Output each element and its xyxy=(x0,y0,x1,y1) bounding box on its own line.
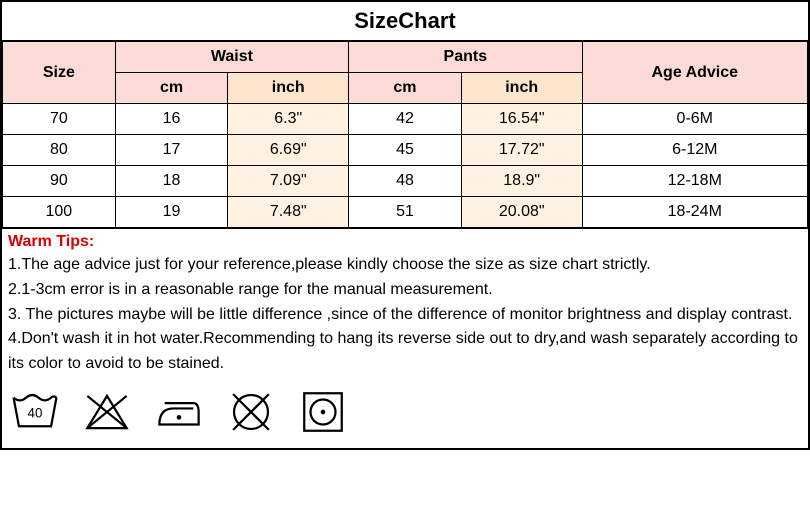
warm-tips-section: Warm Tips: 1.The age advice just for you… xyxy=(2,228,808,383)
svg-text:40: 40 xyxy=(28,405,43,420)
cell-size: 70 xyxy=(3,104,116,135)
cell-waist-cm: 17 xyxy=(115,135,228,166)
tip-line: 3. The pictures maybe will be little dif… xyxy=(8,303,802,328)
wash-40-icon: 40 xyxy=(8,387,62,442)
size-table: Size Waist Pants Age Advice cm inch cm i… xyxy=(2,41,808,228)
do-not-bleach-icon xyxy=(80,387,134,442)
cell-waist-in: 6.3" xyxy=(228,104,349,135)
cell-pants-in: 20.08" xyxy=(461,197,582,228)
header-age: Age Advice xyxy=(582,42,807,104)
header-size: Size xyxy=(3,42,116,104)
cell-age: 12-18M xyxy=(582,166,807,197)
cell-age: 18-24M xyxy=(582,197,807,228)
cell-pants-cm: 51 xyxy=(349,197,462,228)
header-pants: Pants xyxy=(349,42,582,73)
cell-age: 0-6M xyxy=(582,104,807,135)
care-icons-row: 40 xyxy=(2,383,808,448)
chart-title: SizeChart xyxy=(2,2,808,41)
cell-pants-in: 16.54" xyxy=(461,104,582,135)
tumble-dry-low-icon xyxy=(296,387,350,442)
header-row-1: Size Waist Pants Age Advice xyxy=(3,42,808,73)
cell-waist-cm: 19 xyxy=(115,197,228,228)
cell-pants-cm: 42 xyxy=(349,104,462,135)
cell-pants-in: 18.9" xyxy=(461,166,582,197)
header-waist-cm: cm xyxy=(115,73,228,104)
header-waist: Waist xyxy=(115,42,348,73)
cell-waist-in: 7.48" xyxy=(228,197,349,228)
tip-line: 1.The age advice just for your reference… xyxy=(8,253,802,278)
warm-tips-title: Warm Tips: xyxy=(8,233,802,251)
do-not-dryclean-icon xyxy=(224,387,278,442)
cell-size: 100 xyxy=(3,197,116,228)
header-pants-in: inch xyxy=(461,73,582,104)
cell-size: 90 xyxy=(3,166,116,197)
cell-pants-cm: 45 xyxy=(349,135,462,166)
table-row: 70 16 6.3" 42 16.54" 0-6M xyxy=(3,104,808,135)
table-row: 100 19 7.48" 51 20.08" 18-24M xyxy=(3,197,808,228)
header-waist-in: inch xyxy=(228,73,349,104)
cell-age: 6-12M xyxy=(582,135,807,166)
cell-pants-in: 17.72" xyxy=(461,135,582,166)
tip-line: 4.Don't wash it in hot water.Recommendin… xyxy=(8,327,802,377)
sizechart-container: SizeChart Size Waist Pants Age Advice cm… xyxy=(0,0,810,450)
cell-pants-cm: 48 xyxy=(349,166,462,197)
cell-waist-cm: 16 xyxy=(115,104,228,135)
cell-size: 80 xyxy=(3,135,116,166)
cell-waist-in: 7.09" xyxy=(228,166,349,197)
tip-line: 2.1-3cm error is in a reasonable range f… xyxy=(8,278,802,303)
header-pants-cm: cm xyxy=(349,73,462,104)
cell-waist-in: 6.69" xyxy=(228,135,349,166)
table-row: 80 17 6.69" 45 17.72" 6-12M xyxy=(3,135,808,166)
table-body: 70 16 6.3" 42 16.54" 0-6M 80 17 6.69" 45… xyxy=(3,104,808,228)
cell-waist-cm: 18 xyxy=(115,166,228,197)
iron-low-icon xyxy=(152,387,206,442)
table-row: 90 18 7.09" 48 18.9" 12-18M xyxy=(3,166,808,197)
